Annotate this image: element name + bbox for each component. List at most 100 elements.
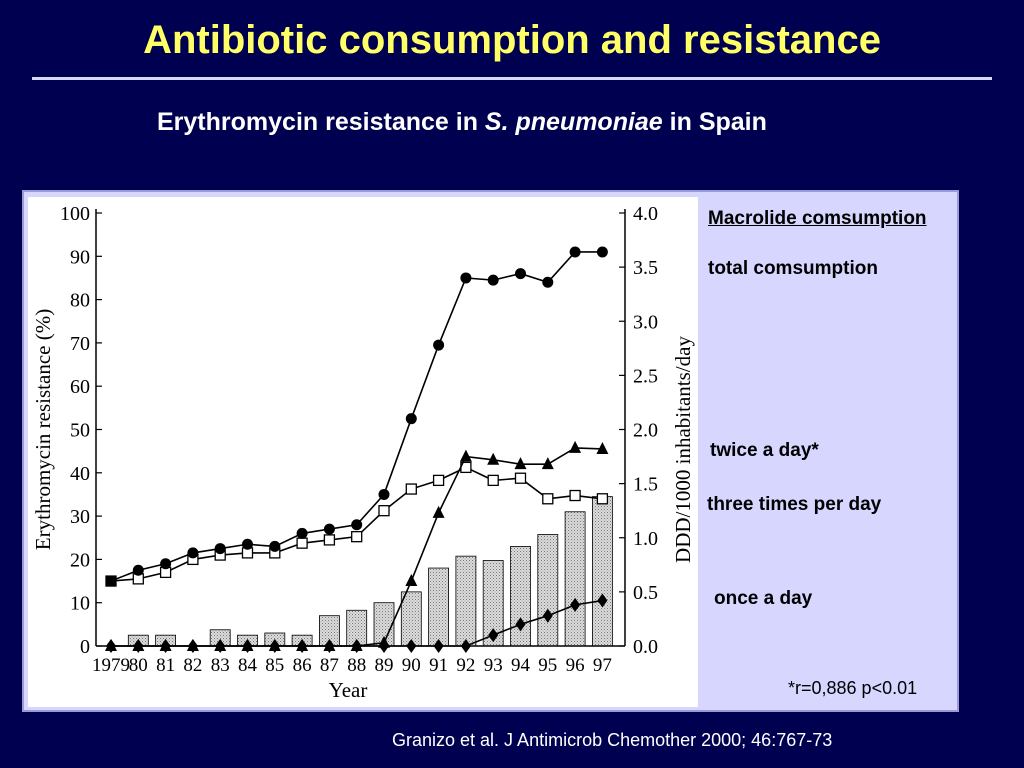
x-tick-label-92: 92: [456, 655, 475, 676]
bar-three-times-96: [564, 511, 586, 647]
point-resistance-1979: [105, 575, 117, 587]
x-tick-label-1979: 1979: [92, 655, 130, 676]
point-twice-96: [569, 440, 582, 453]
left-tick-label-10: 10: [70, 593, 90, 615]
point-twice-1979: [105, 639, 117, 651]
point-total-94: [514, 472, 527, 484]
bar-three-times-95: [537, 534, 559, 647]
x-tick-label-80: 80: [129, 655, 148, 676]
point-resistance-91: [433, 339, 445, 351]
point-resistance-81: [160, 558, 172, 570]
right-tick-label-0.0: 0.0: [633, 636, 658, 658]
point-total-88: [351, 531, 363, 543]
point-once-92: [460, 639, 471, 653]
x-tick-label-89: 89: [375, 655, 394, 676]
x-tick-label-81: 81: [156, 655, 175, 676]
legend-once: once a day: [714, 588, 813, 609]
point-twice-95: [541, 457, 554, 470]
subtitle-species: S. pneumoniae: [484, 108, 663, 136]
right-tick-label-2.0: 2.0: [633, 420, 658, 442]
x-tick-label-95: 95: [538, 655, 557, 676]
left-tick-label-20: 20: [70, 549, 90, 571]
right-tick-label-4.0: 4.0: [633, 203, 658, 225]
slide-title: Antibiotic consumption and resistance: [143, 18, 881, 62]
subtitle-text-1: Erythromycin resistance in: [157, 108, 485, 136]
left-tick-label-70: 70: [70, 333, 90, 355]
point-twice-80: [132, 639, 145, 651]
point-twice-86: [296, 639, 309, 651]
point-once-95: [542, 608, 553, 623]
point-twice-93: [487, 452, 500, 465]
point-twice-97: [596, 441, 609, 454]
left-tick-label-90: 90: [70, 246, 90, 268]
left-tick-label-80: 80: [70, 290, 90, 312]
y-axis-left-label: Erythromycin resistance (%): [31, 309, 55, 550]
subtitle-text-2: in Spain: [662, 108, 767, 136]
point-twice-85: [268, 639, 281, 651]
bar-three-times-92: [455, 555, 477, 647]
point-resistance-97: [596, 246, 608, 258]
x-tick-label-93: 93: [484, 655, 503, 676]
x-tick-label-90: 90: [402, 655, 421, 676]
point-resistance-84: [242, 538, 253, 550]
legend-twice: twice a day*: [710, 440, 819, 461]
x-tick-label-84: 84: [238, 655, 258, 676]
bar-three-times-97: [592, 496, 613, 647]
right-tick-label-2.5: 2.5: [633, 365, 658, 387]
x-tick-label-94: 94: [511, 655, 531, 676]
point-twice-90: [405, 574, 418, 587]
x-tick-label-87: 87: [320, 655, 339, 676]
point-twice-94: [514, 457, 527, 470]
point-resistance-94: [515, 268, 526, 280]
x-tick-label-83: 83: [211, 655, 230, 676]
bar-three-times-90: [400, 591, 422, 647]
left-tick-label-30: 30: [70, 506, 90, 528]
right-tick-label-1.0: 1.0: [633, 528, 658, 550]
point-resistance-92: [460, 272, 472, 284]
x-tick-label-82: 82: [183, 655, 202, 676]
point-resistance-89: [378, 488, 390, 500]
x-axis-label: Year: [329, 678, 368, 702]
right-tick-label-1.5: 1.5: [633, 474, 658, 496]
point-once-94: [515, 617, 526, 632]
point-total-97: [596, 493, 609, 505]
point-total-95: [542, 493, 554, 505]
point-once-90: [406, 639, 417, 653]
point-resistance-93: [487, 274, 499, 286]
point-twice-87: [323, 639, 336, 651]
point-total-91: [432, 474, 445, 487]
legend-total: total comsumption: [708, 258, 878, 279]
slide-subtitle: Erythromycin resistance in S. pneumoniae…: [157, 108, 767, 137]
left-tick-label-40: 40: [70, 463, 90, 485]
point-resistance-87: [323, 523, 335, 535]
point-total-93: [487, 474, 499, 487]
point-resistance-96: [569, 246, 581, 258]
x-tick-label-96: 96: [566, 655, 585, 676]
point-once-96: [570, 597, 581, 612]
point-total-96: [569, 489, 581, 502]
point-twice-84: [241, 639, 254, 651]
left-tick-label-0: 0: [80, 636, 90, 658]
correlation-note: *r=0,886 p<0.01: [788, 678, 918, 698]
x-tick-label-97: 97: [593, 655, 612, 676]
left-tick-label-60: 60: [70, 376, 90, 398]
point-total-89: [378, 505, 390, 517]
point-once-93: [488, 628, 499, 643]
x-tick-label-88: 88: [347, 655, 366, 676]
point-once-97: [597, 593, 608, 608]
point-resistance-82: [187, 547, 199, 559]
point-twice-89: [378, 635, 390, 648]
point-twice-88: [350, 639, 363, 651]
bar-three-times-91: [428, 567, 450, 647]
point-twice-81: [159, 639, 172, 651]
point-once-91: [433, 639, 444, 653]
right-tick-label-3.5: 3.5: [633, 257, 658, 279]
y-axis-right-label: DDD/1000 inhabitants/day: [671, 336, 695, 563]
point-resistance-86: [296, 527, 308, 539]
point-twice-91: [432, 505, 445, 518]
right-tick-label-0.5: 0.5: [633, 582, 658, 604]
point-resistance-88: [351, 519, 363, 531]
point-resistance-85: [269, 540, 281, 552]
point-resistance-83: [214, 543, 226, 555]
point-resistance-95: [542, 276, 554, 288]
